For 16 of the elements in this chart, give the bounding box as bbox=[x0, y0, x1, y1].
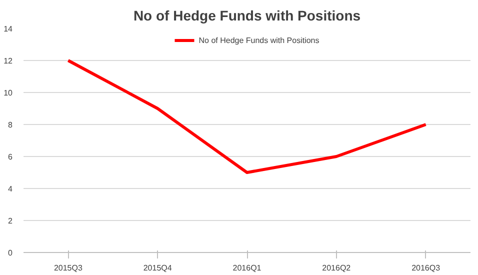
y-tick-label: 10 bbox=[4, 88, 14, 98]
y-tick-label: 4 bbox=[8, 184, 14, 194]
y-tick-label: 14 bbox=[4, 24, 14, 34]
x-tick-label: 2016Q3 bbox=[412, 264, 441, 272]
y-tick-label: 0 bbox=[8, 248, 14, 258]
y-tick-label: 12 bbox=[4, 56, 14, 66]
line-series bbox=[66, 59, 428, 174]
x-tick-label: 2016Q2 bbox=[322, 264, 352, 272]
y-tick-label: 6 bbox=[8, 152, 14, 162]
x-tick-label: 2015Q4 bbox=[143, 264, 172, 272]
legend-label: No of Hedge Funds with Positions bbox=[198, 36, 320, 44]
x-tick-label: 2016Q1 bbox=[232, 264, 262, 272]
chart-title: No of Hedge Funds with Positions bbox=[133, 8, 361, 24]
y-tick-label: 2 bbox=[8, 216, 14, 226]
y-tick-label: 8 bbox=[8, 120, 14, 130]
x-tick-label: 2015Q3 bbox=[54, 264, 83, 272]
